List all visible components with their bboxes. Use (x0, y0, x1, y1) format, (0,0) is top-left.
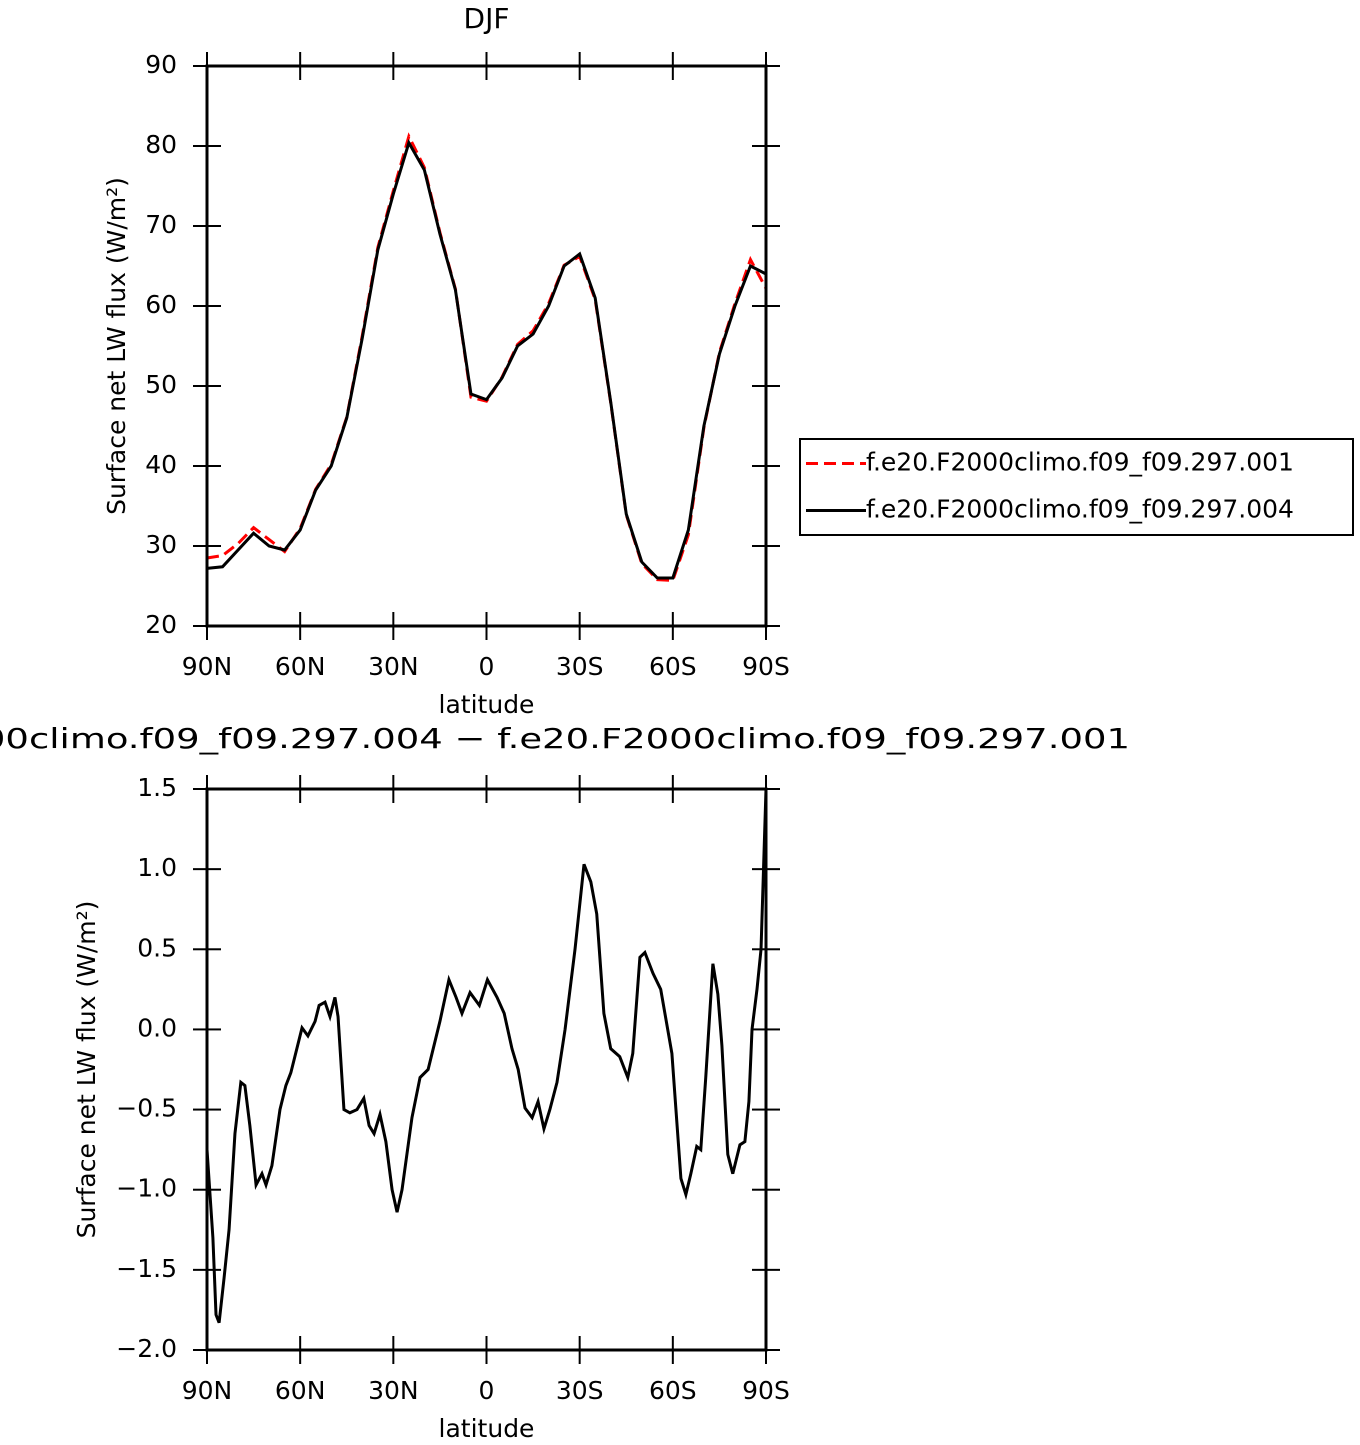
y-axis-label: Surface net LW flux (W/m²) (102, 177, 131, 515)
x-tick-label: 90S (742, 652, 790, 681)
x-tick-label: 0 (479, 1376, 495, 1405)
x-tick-label: 60S (649, 652, 697, 681)
y-tick-label: −1.0 (116, 1174, 177, 1203)
legend-label: f.e20.F2000climo.f09_f09.297.004 (866, 495, 1294, 524)
x-axis-label: latitude (439, 1414, 535, 1443)
y-tick-label: 60 (145, 290, 177, 319)
data-line (206, 132, 768, 582)
legend-label: f.e20.F2000climo.f09_f09.297.001 (866, 448, 1294, 477)
x-tick-label: 30S (556, 1376, 604, 1405)
chart-title: DJF (464, 2, 510, 35)
y-tick-label: 1.0 (137, 853, 177, 882)
y-tick-label: 50 (145, 370, 177, 399)
plot-frame (205, 787, 768, 1352)
y-tick-label: 1.5 (137, 773, 177, 802)
y-tick-label: 0.0 (137, 1013, 177, 1042)
x-axis-label: latitude (439, 690, 535, 719)
x-tick-label: 30S (556, 652, 604, 681)
y-tick-label: 20 (145, 610, 177, 639)
y-tick-label: 0.5 (137, 933, 177, 962)
y-tick-label: 30 (145, 530, 177, 559)
y-tick-label: −1.5 (116, 1254, 177, 1283)
y-tick-label: 70 (145, 210, 177, 239)
x-tick-label: 90N (182, 1376, 233, 1405)
y-tick-label: 90 (145, 50, 177, 79)
y-tick-label: 80 (145, 130, 177, 159)
y-axis-label: Surface net LW flux (W/m²) (72, 901, 101, 1239)
legend-box (799, 438, 1354, 536)
x-tick-label: 60S (649, 1376, 697, 1405)
x-tick-label: 90S (742, 1376, 790, 1405)
x-tick-label: 0 (479, 652, 495, 681)
x-tick-label: 90N (182, 652, 233, 681)
x-tick-label: 60N (275, 652, 326, 681)
plot-frame (205, 64, 768, 628)
x-tick-label: 60N (275, 1376, 326, 1405)
y-tick-label: −0.5 (116, 1094, 177, 1123)
x-tick-label: 30N (368, 1376, 419, 1405)
y-tick-label: 40 (145, 450, 177, 479)
data-line (205, 788, 768, 1324)
chart-title: f.e20.F2000climo.f09_f09.297.004 − f.e20… (0, 722, 1130, 755)
data-line (206, 139, 767, 580)
x-tick-label: 30N (368, 652, 419, 681)
y-tick-label: −2.0 (116, 1334, 177, 1363)
